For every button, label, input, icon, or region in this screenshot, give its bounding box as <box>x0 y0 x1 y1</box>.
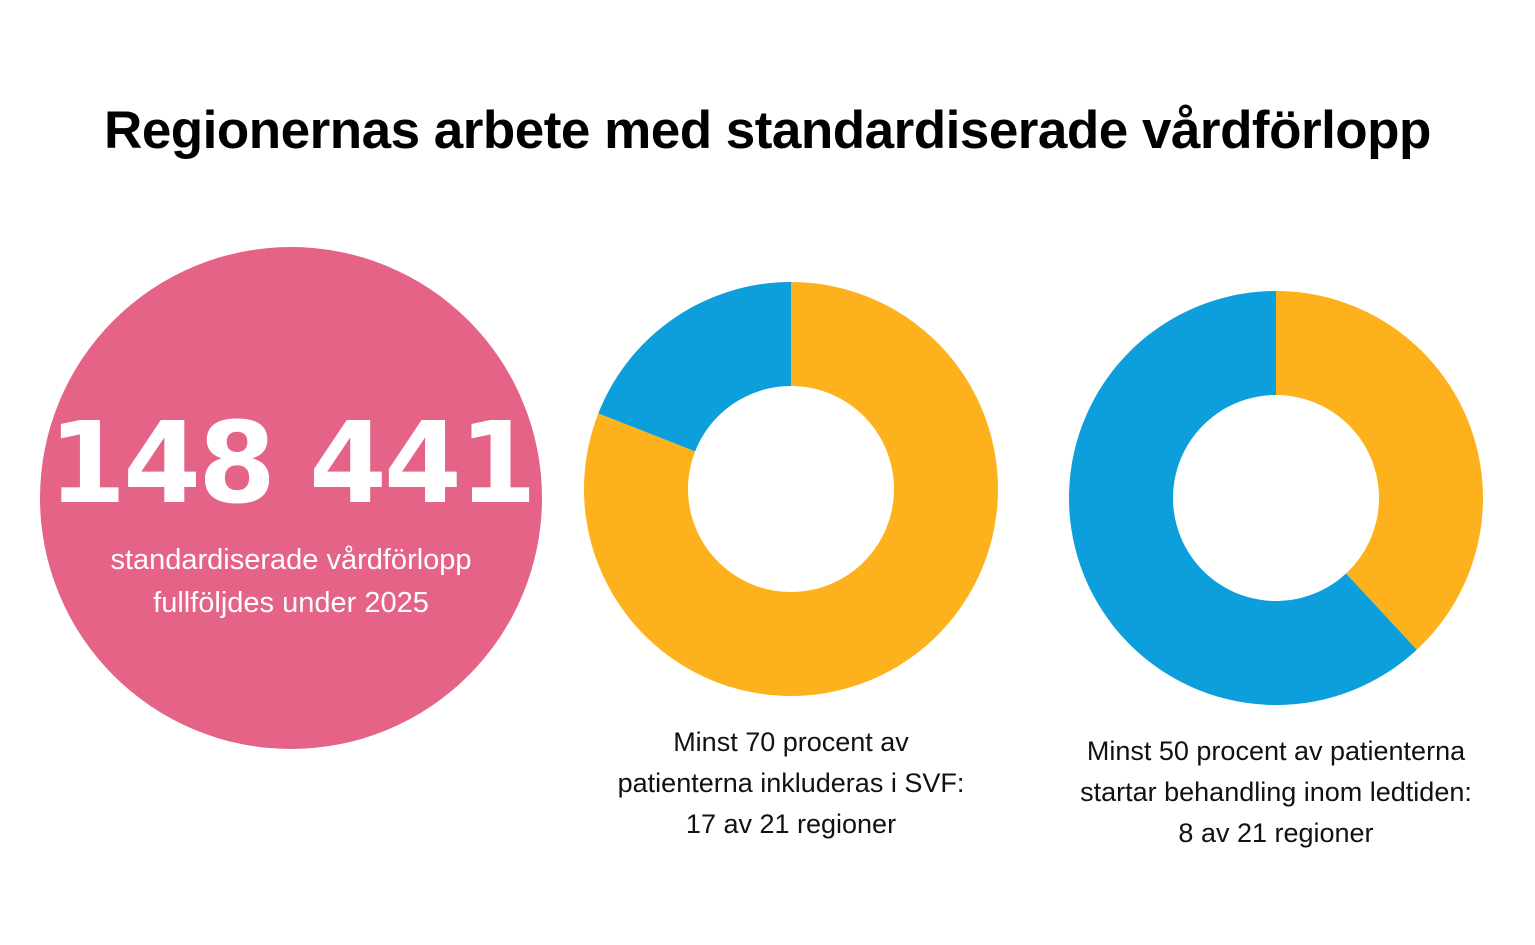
page-title: Regionernas arbete med standardiserade v… <box>104 101 1431 160</box>
highlight-line-1: standardiserade vårdförlopp <box>110 544 472 576</box>
donut-caption-inclusion: Minst 70 procent av patienterna inkluder… <box>541 722 1041 845</box>
highlight-number: 148 441 <box>48 399 537 529</box>
caption-line: startar behandling inom ledtiden: <box>1080 777 1472 807</box>
caption-line: 8 av 21 regioner <box>1178 818 1374 848</box>
caption-line: Minst 50 procent av patienterna <box>1086 736 1466 766</box>
highlight-text: standardiserade vårdförlopp fullföljdes … <box>40 539 542 625</box>
donut-slice-blue <box>598 282 791 452</box>
highlight-line-2: fullföljdes under 2025 <box>153 587 429 619</box>
donut-slice-blue <box>1069 291 1417 705</box>
donut-slice-yellow <box>1276 291 1483 650</box>
caption-line: 17 av 21 regioner <box>685 809 897 839</box>
donut-caption-leadtime: Minst 50 procent av patienterna startar … <box>1026 731 1526 854</box>
donut-chart-inclusion <box>584 282 998 696</box>
donut-chart-leadtime <box>1069 291 1483 705</box>
caption-line: Minst 70 procent av <box>673 727 909 757</box>
highlight-circle: 148 441 standardiserade vårdförlopp full… <box>40 247 542 749</box>
donut-slice-yellow <box>584 282 998 696</box>
caption-line: patienterna inkluderas i SVF: <box>617 768 965 798</box>
